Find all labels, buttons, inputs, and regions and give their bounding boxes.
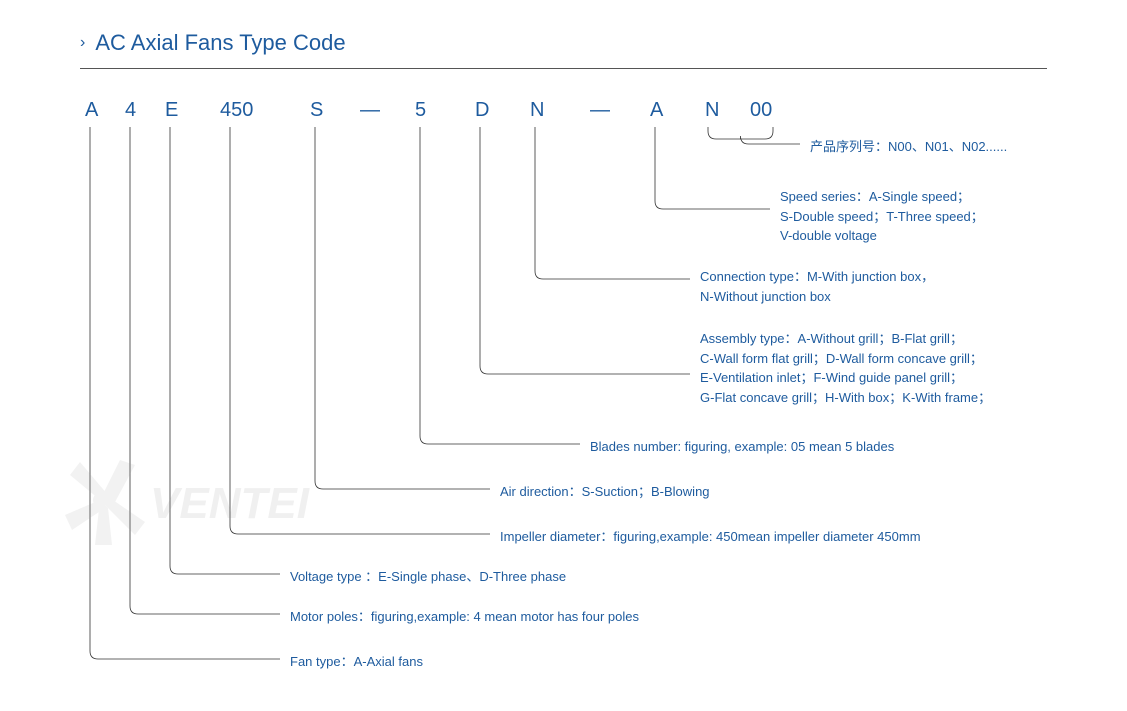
page-title: AC Axial Fans Type Code xyxy=(95,30,345,56)
description-7: Voltage type ：E-Single phase、D-Three pha… xyxy=(290,567,566,587)
type-code-diagram: A 4 E 450 S — 5 D N — A N 00 产品序列号：N00、N01、N02......… xyxy=(80,99,1047,669)
connector-6 xyxy=(480,127,690,374)
connector-5 xyxy=(420,127,580,444)
title-row: › AC Axial Fans Type Code xyxy=(80,30,1047,56)
chevron-icon: › xyxy=(80,34,85,52)
description-5: Air direction：S-Suction；B-Blowing xyxy=(500,482,710,502)
code-segment-12: 00 xyxy=(750,99,772,122)
code-segment-9: — xyxy=(590,99,610,122)
description-9: Fan type：A-Axial fans xyxy=(290,652,423,672)
code-segment-3: 450 xyxy=(220,99,253,122)
code-segment-6: 5 xyxy=(415,99,426,122)
connector-8 xyxy=(655,127,770,209)
code-segment-8: N xyxy=(530,99,544,122)
code-segment-5: — xyxy=(360,99,380,122)
code-segment-2: E xyxy=(165,99,178,122)
connector-0 xyxy=(90,127,280,659)
description-3: Assembly type：A-Without grill；B-Flat gri… xyxy=(700,329,991,407)
connector-2 xyxy=(170,127,280,574)
code-segment-0: A xyxy=(85,99,98,122)
description-1: Speed series：A-Single speed；S-Double spe… xyxy=(780,187,984,246)
description-6: Impeller diameter：figuring,example: 450m… xyxy=(500,527,921,547)
description-0: 产品序列号：N00、N01、N02...... xyxy=(810,137,1007,157)
code-row: A 4 E 450 S — 5 D N — A N 00 xyxy=(80,99,1047,129)
divider xyxy=(80,68,1047,69)
connector-4 xyxy=(315,127,490,489)
description-4: Blades number: figuring, example: 05 mea… xyxy=(590,437,894,457)
connector-7 xyxy=(535,127,690,279)
code-segment-7: D xyxy=(475,99,489,122)
connector-1 xyxy=(130,127,280,614)
code-segment-10: A xyxy=(650,99,663,122)
description-8: Motor poles：figuring,example: 4 mean mot… xyxy=(290,607,639,627)
connector-3 xyxy=(230,127,490,534)
code-segment-4: S xyxy=(310,99,323,122)
code-segment-1: 4 xyxy=(125,99,136,122)
description-2: Connection type：M-With junction box，N-Wi… xyxy=(700,267,934,306)
code-segment-11: N xyxy=(705,99,719,122)
